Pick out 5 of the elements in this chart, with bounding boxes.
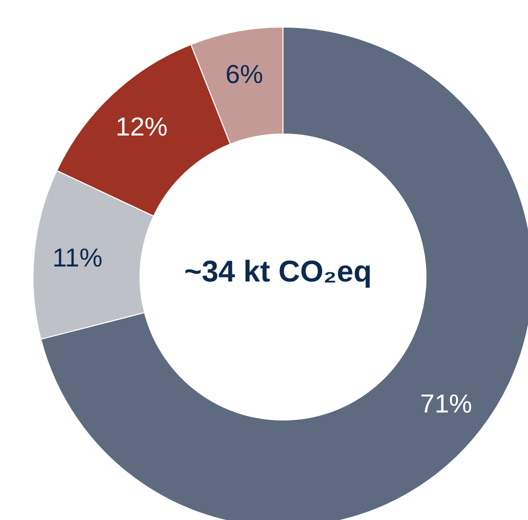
data-label: 6% <box>226 59 264 90</box>
data-label: 11% <box>52 242 102 273</box>
data-label: 71% <box>420 388 472 419</box>
data-label: 12% <box>116 111 168 142</box>
text: ~34 kt CO₂eq <box>184 256 372 288</box>
